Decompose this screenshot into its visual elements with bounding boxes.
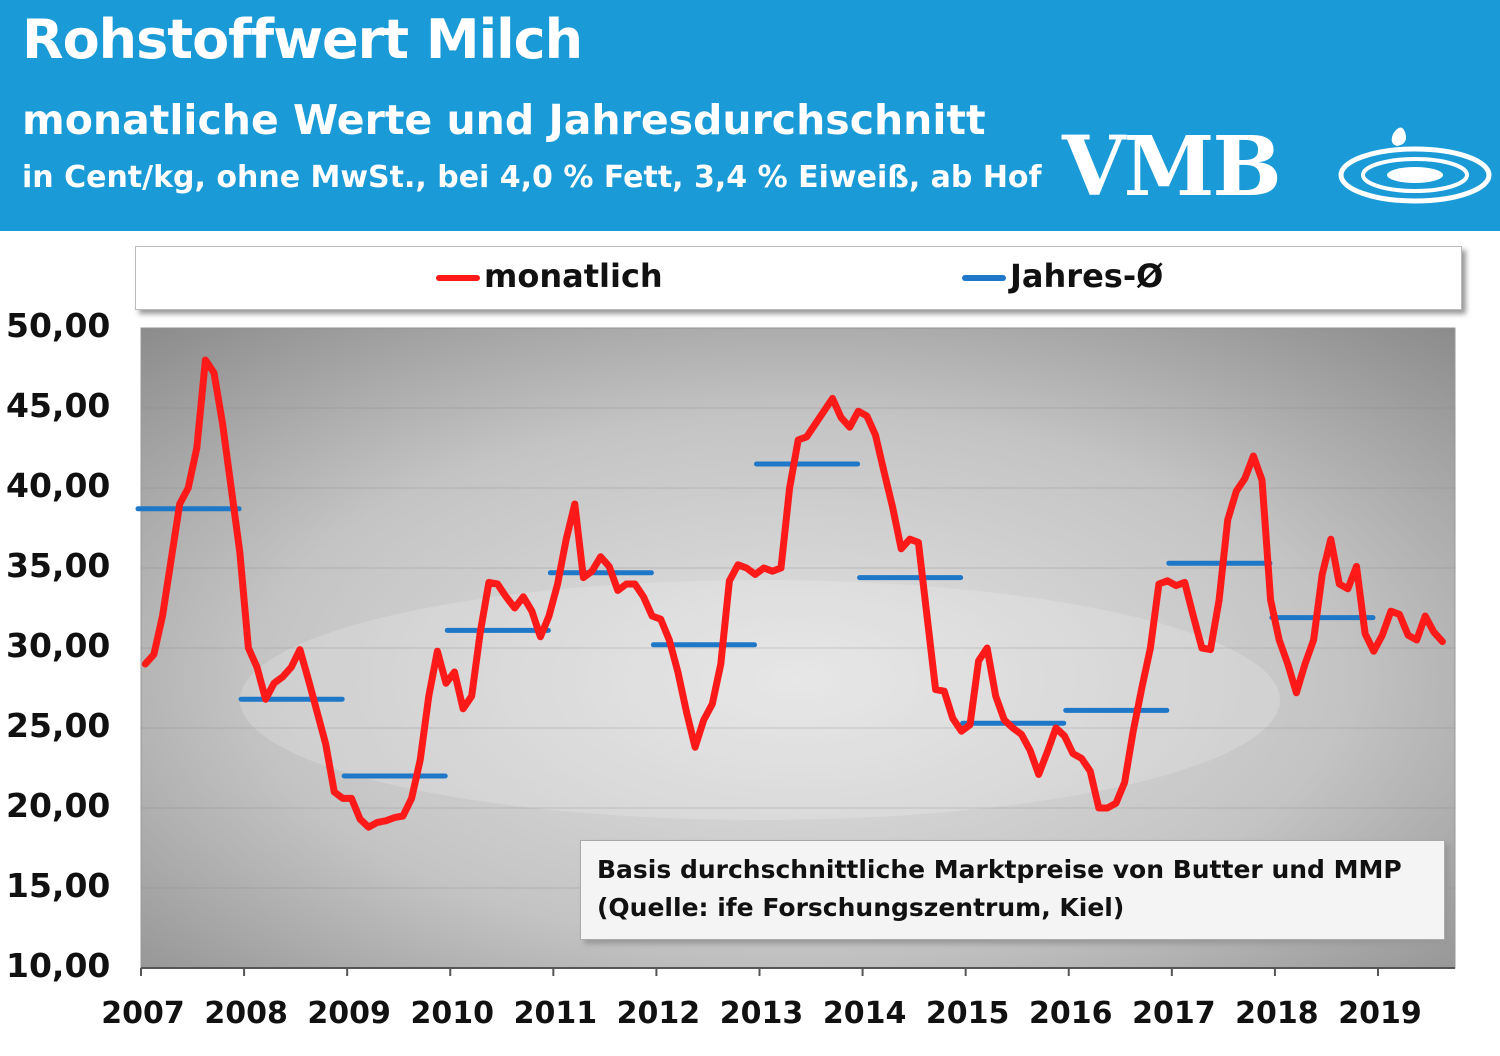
note-line-1: Basis durchschnittliche Marktpreise von … — [597, 855, 1402, 884]
axes — [140, 967, 1455, 976]
y-tick-label: 35,00 — [6, 546, 111, 585]
x-tick-label: 2018 — [1235, 996, 1319, 1031]
header-banner: Rohstoffwert Milch monatliche Werte und … — [0, 0, 1500, 215]
note-line-2: (Quelle: ife Forschungszentrum, Kiel) — [597, 893, 1125, 922]
x-tick-label: 2014 — [822, 996, 907, 1031]
legend-item-annual: Jahres-Ø — [962, 257, 1163, 295]
legend-swatch-monthly — [436, 275, 480, 281]
y-tick-label: 15,00 — [6, 866, 111, 905]
y-tick-label: 25,00 — [6, 706, 111, 745]
x-tick-label: 2015 — [925, 996, 1010, 1031]
x-tick-label: 2016 — [1029, 996, 1113, 1031]
legend-item-monthly: monatlich — [436, 257, 663, 295]
y-tick-label: 45,00 — [6, 386, 111, 425]
y-tick-label: 50,00 — [6, 306, 111, 345]
x-tick-label: 2019 — [1338, 996, 1422, 1031]
y-tick-label: 30,00 — [6, 626, 111, 665]
chart-title: Rohstoffwert Milch — [22, 8, 583, 71]
legend-swatch-annual — [962, 275, 1006, 281]
annual-average-series — [135, 461, 1376, 779]
x-tick-label: 2011 — [513, 996, 598, 1031]
x-tick-label: 2010 — [410, 996, 495, 1031]
chart-subtitle: monatliche Werte und Jahresdurchschnitt — [22, 96, 986, 144]
x-tick-label: 2013 — [719, 996, 804, 1031]
x-tick-label: 2017 — [1132, 996, 1216, 1031]
vmb-logo: VMB — [1062, 119, 1282, 215]
milk-drop-logo-icon — [1338, 127, 1492, 204]
legend-label-annual: Jahres-Ø — [1010, 257, 1164, 295]
monthly-series-line — [141, 356, 1446, 831]
y-tick-label: 20,00 — [6, 786, 111, 825]
legend-label-monthly: monatlich — [484, 257, 663, 295]
x-tick-label: 2012 — [616, 996, 701, 1031]
x-tick-label: 2007 — [101, 996, 185, 1031]
chart-legend: monatlich Jahres-Ø — [135, 246, 1462, 310]
x-tick-label: 2008 — [204, 996, 288, 1031]
unit-description: in Cent/kg, ohne MwSt., bei 4,0 % Fett, … — [22, 160, 1042, 195]
plot-background-splash — [240, 580, 1280, 820]
x-tick-label: 2009 — [307, 996, 391, 1031]
source-note: Basis durchschnittliche Marktpreise von … — [580, 840, 1445, 940]
y-tick-label: 10,00 — [6, 946, 111, 985]
y-tick-label: 40,00 — [6, 466, 111, 505]
